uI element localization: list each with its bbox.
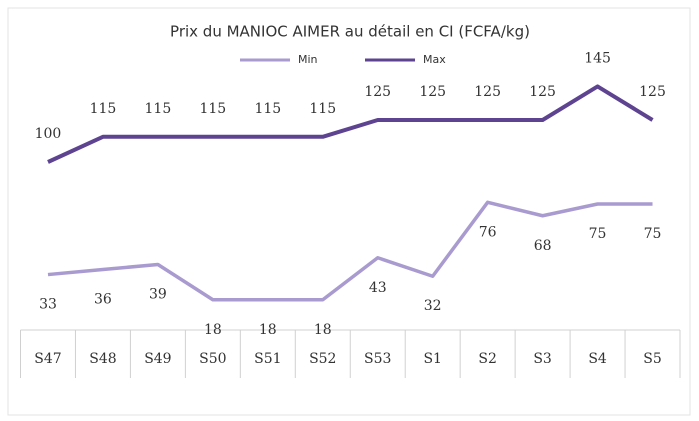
data-label: 125 [474,84,501,100]
data-label: 68 [534,238,552,254]
series-line [47,84,654,164]
series-line [47,200,653,302]
data-label: 115 [254,101,281,117]
x-tick-label: S4 [588,351,607,367]
x-tick-label: S2 [478,351,497,367]
data-label: 100 [35,126,62,142]
data-label: 115 [145,101,172,117]
data-label: 33 [39,297,57,313]
data-label: 75 [644,226,662,242]
x-tick-label: S52 [309,351,336,367]
data-label: 76 [479,224,497,240]
x-tick-label: S47 [34,351,61,367]
data-label: 18 [314,322,332,338]
x-tick-label: S1 [423,351,442,367]
x-tick-label: S3 [533,351,552,367]
x-tick-label: S53 [364,351,391,367]
data-label: 36 [94,292,112,308]
data-label: 125 [364,84,391,100]
data-label: 115 [309,101,336,117]
x-tick-label: S50 [199,351,226,367]
data-label: 18 [204,322,222,338]
data-label: 115 [90,101,117,117]
chart-title: Prix du MANIOC AIMER au détail en CI (FC… [170,23,530,41]
x-tick-label: S5 [643,351,662,367]
legend-label: Min [298,53,318,66]
chart-border [7,7,691,416]
data-label: 125 [529,84,556,100]
x-tick-label: S48 [89,351,116,367]
data-label: 32 [424,298,442,314]
data-label: 39 [149,286,167,302]
x-tick-label: S51 [254,351,281,367]
data-label: 115 [199,101,226,117]
data-label: 125 [419,84,446,100]
data-label: 75 [589,226,607,242]
data-label: 125 [639,84,666,100]
x-tick-label: S49 [144,351,171,367]
data-label: 145 [584,50,611,66]
legend-label: Max [423,53,446,66]
data-label: 43 [369,280,387,296]
data-label: 18 [259,322,277,338]
